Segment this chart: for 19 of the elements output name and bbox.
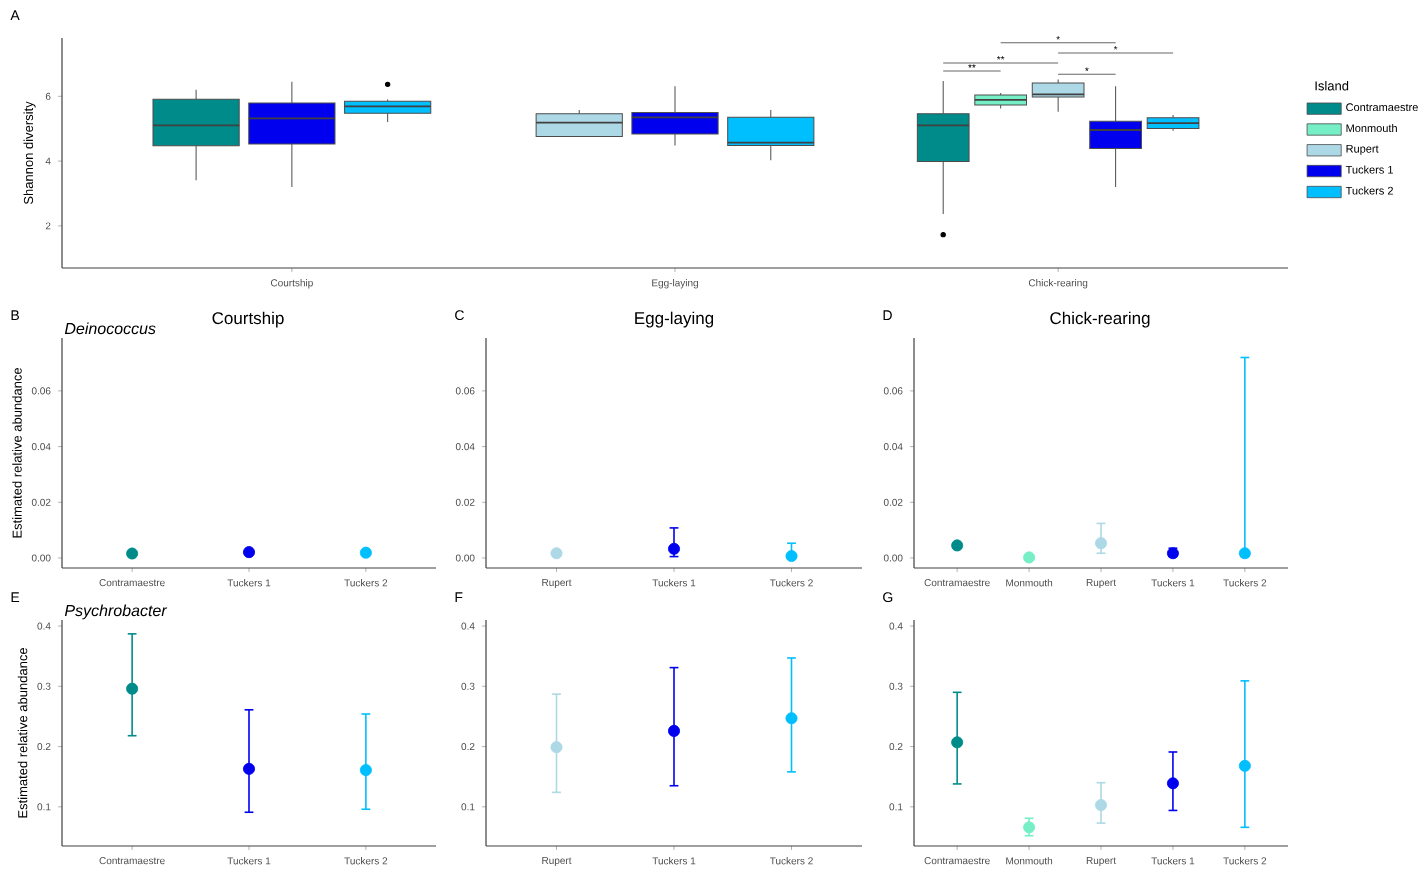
point [1095,537,1108,550]
point [785,712,798,725]
point [550,741,563,754]
point [359,764,372,777]
point [243,762,255,775]
point [1023,551,1036,564]
chart-title: Courtship [212,311,284,328]
point [951,539,964,552]
chart-title: Egg-laying [635,311,714,328]
point [1095,799,1108,812]
point [668,724,681,737]
chart-subtitle: Psychrobacter [64,604,168,620]
point [1238,759,1251,772]
point [1166,777,1179,790]
chart-title: Chick-rearing [1050,311,1150,328]
chart-subtitle: Deinococcus [64,322,156,335]
point [126,682,139,695]
point [1023,821,1036,834]
point [951,736,964,749]
